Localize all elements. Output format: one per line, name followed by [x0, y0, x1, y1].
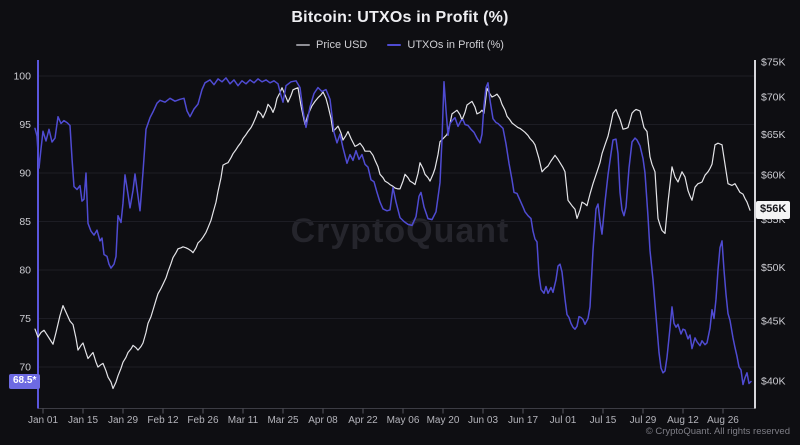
- x-tick-label: Mar 25: [267, 415, 299, 426]
- x-tick-label: Aug 12: [667, 415, 699, 426]
- cryptoquant-watermark: CryptoQuant: [290, 212, 510, 250]
- last-value-badge-price: $56K: [756, 201, 791, 219]
- x-tick-label: Jan 15: [68, 415, 98, 426]
- right-tick-label: $75K: [761, 57, 786, 69]
- x-tick-label: Jul 01: [550, 415, 577, 426]
- right-tick-label: $45K: [761, 316, 786, 328]
- last-value-badge-utxos: 68.5*: [9, 374, 41, 389]
- x-tick-label: Aug 26: [707, 415, 739, 426]
- left-tick-label: 95: [19, 119, 31, 131]
- x-tick-label: May 20: [427, 415, 460, 426]
- chart-title: Bitcoin: UTXOs in Profit (%): [291, 9, 509, 26]
- legend-item-price-usd[interactable]: Price USD: [296, 39, 367, 51]
- left-tick-label: 80: [19, 265, 31, 277]
- series-line-right: [34, 87, 751, 390]
- left-tick-label: 90: [19, 168, 31, 180]
- copyright-note: © CryptoQuant. All rights reserved: [645, 426, 790, 437]
- legend: Price USD UTXOs in Profit (%): [0, 37, 800, 53]
- x-tick-label: Mar 11: [228, 415, 259, 426]
- legend-label-utxos-in-profit: UTXOs in Profit (%): [407, 39, 504, 51]
- left-tick-label: 85: [19, 216, 31, 228]
- series-line-left: [34, 77, 752, 386]
- price-usd-line-swatch: [296, 44, 311, 46]
- legend-item-utxos-in-profit[interactable]: UTXOs in Profit (%): [387, 39, 504, 51]
- right-tick-label: $65K: [761, 129, 786, 141]
- x-tick-label: Jun 03: [468, 415, 498, 426]
- x-tick-label: Jan 01: [28, 415, 58, 426]
- x-tick-label: Jul 29: [630, 415, 657, 426]
- x-tick-label: Jan 29: [108, 415, 138, 426]
- legend-label-price-usd: Price USD: [316, 39, 368, 51]
- right-tick-label: $70K: [761, 92, 786, 104]
- utxos-in-profit-line-swatch: [387, 44, 402, 46]
- left-tick-label: 75: [19, 313, 31, 325]
- left-tick-label: 70: [19, 362, 31, 374]
- x-tick-label: Jun 17: [508, 415, 538, 426]
- x-tick-label: May 06: [387, 415, 420, 426]
- x-tick-label: Apr 22: [348, 415, 378, 426]
- x-tick-label: Jul 15: [590, 415, 617, 426]
- right-tick-label: $50K: [761, 262, 786, 274]
- left-tick-label: 100: [13, 71, 31, 83]
- x-tick-label: Feb 26: [187, 415, 219, 426]
- x-tick-label: Feb 12: [147, 415, 179, 426]
- x-tick-label: Apr 08: [308, 415, 338, 426]
- right-tick-label: $40K: [761, 375, 786, 387]
- right-tick-label: $60K: [761, 170, 786, 182]
